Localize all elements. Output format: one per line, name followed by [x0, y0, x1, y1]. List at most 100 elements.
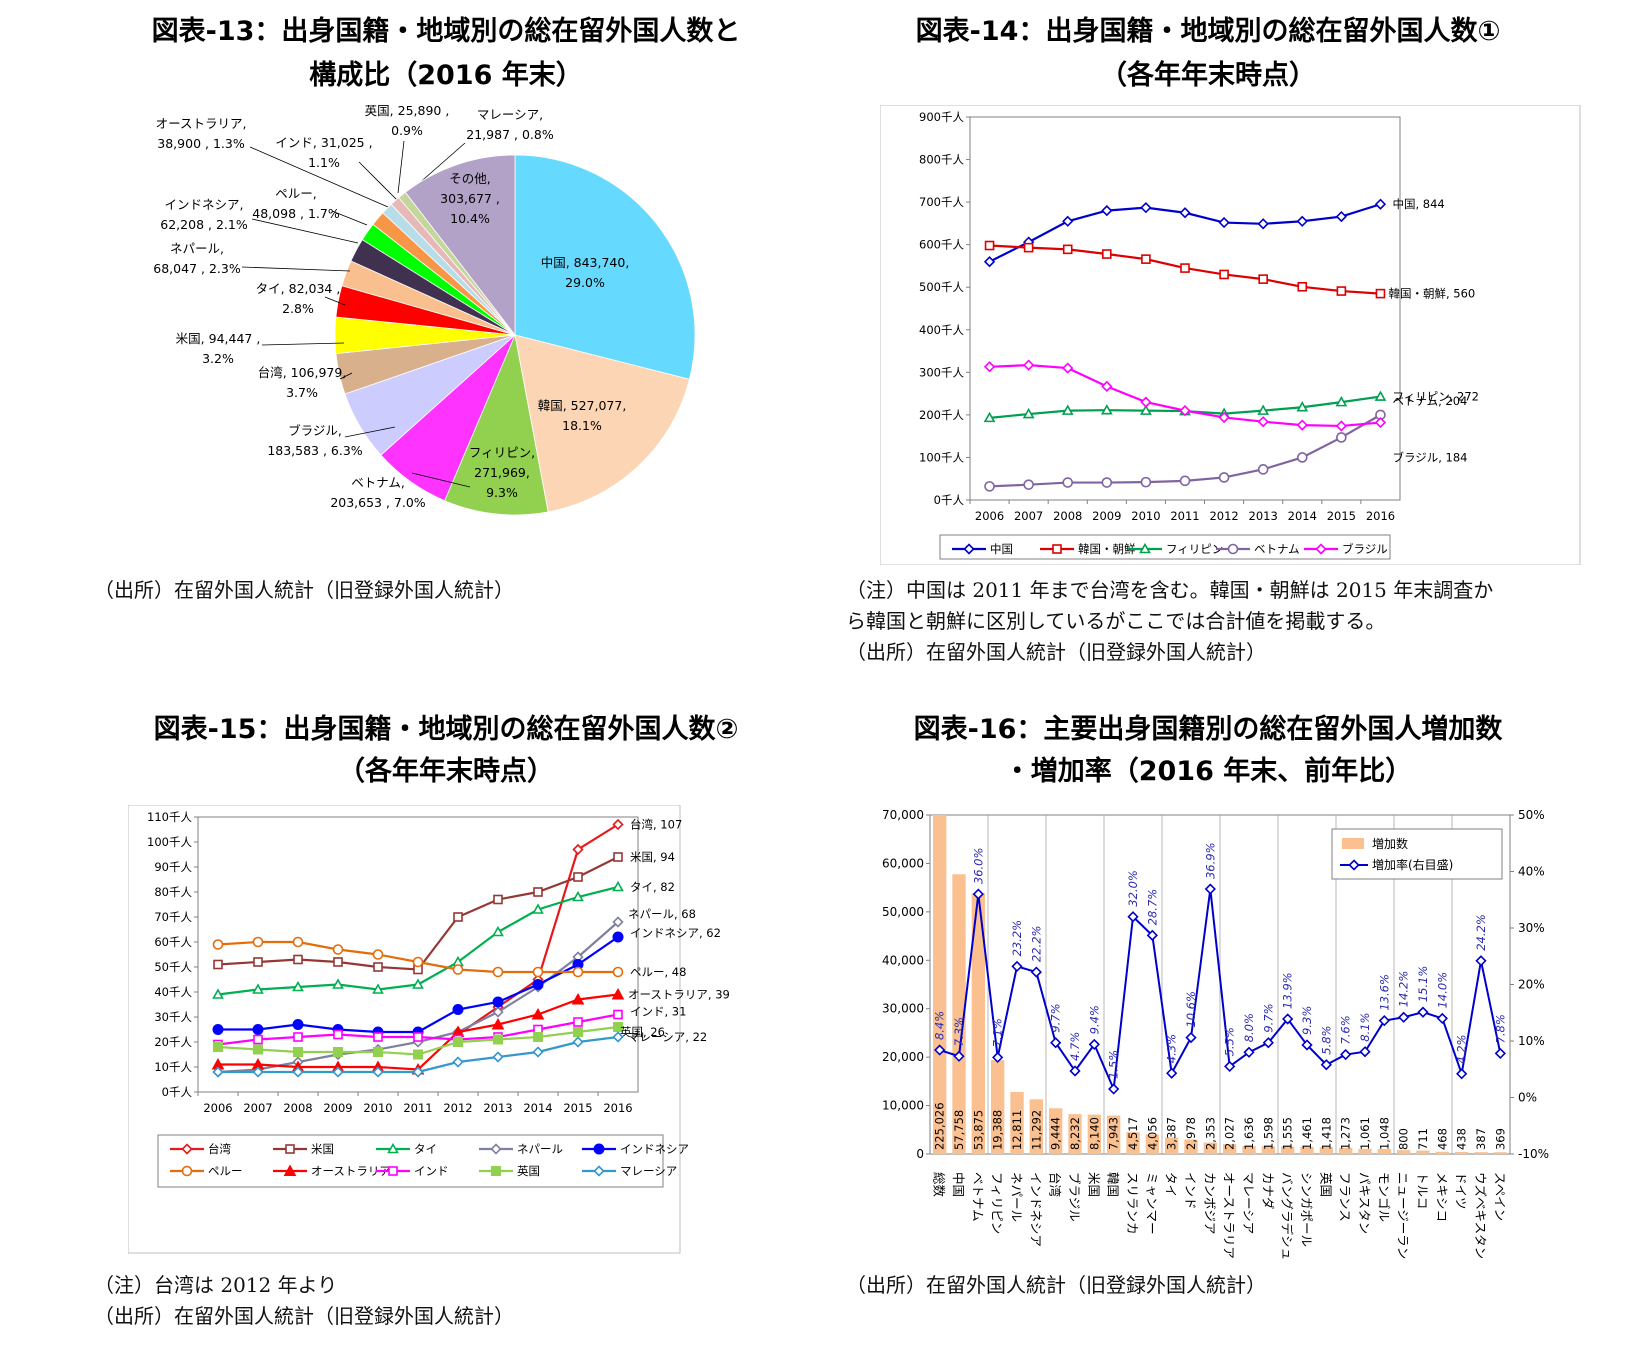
rate-point: [1398, 1011, 1410, 1023]
y-tick-label: 200千人: [919, 408, 964, 422]
bar-value-label: 1,598: [1261, 1117, 1275, 1150]
bar: [1435, 1151, 1449, 1154]
fig15-source-note: （出所）在留外国人統計（旧登録外国人統計）: [94, 1304, 514, 1328]
pie-label: 271,969,: [474, 465, 530, 480]
series-3: タイ, 82: [212, 880, 675, 999]
data-point: [573, 1017, 583, 1027]
bar-value-label: 4,056: [1145, 1117, 1159, 1150]
data-point: [1335, 420, 1347, 432]
fig16-title-line1: 図表-16：主要出身国籍別の総在留外国人増加数: [913, 714, 1503, 745]
rate-point: [1243, 1046, 1255, 1058]
pie-leader-line: [249, 146, 389, 208]
data-point: [1101, 477, 1113, 488]
data-point: [532, 966, 544, 978]
data-point: [373, 1032, 383, 1042]
right-y-tick-label: 50%: [1518, 808, 1545, 822]
y-tick-label: 0千人: [162, 1085, 193, 1099]
pie-label: 68,047 , 2.3%: [153, 261, 241, 276]
legend-label: インドネシア: [620, 1142, 689, 1156]
data-point: [453, 1037, 463, 1047]
legend-marker: [490, 1143, 502, 1155]
pie-slice-3: [444, 333, 549, 516]
x-tick-label: 2015: [563, 1101, 592, 1115]
legend-marker: [181, 1165, 193, 1177]
data-point: [212, 1024, 224, 1035]
rate-value-label: 36.0%: [971, 848, 985, 885]
fig15-line-chart: 0千人 10千人 20千人 30千人 40千人 50千人 60千人 70千人 80千人 90千人 1…: [128, 805, 730, 1254]
data-point: [493, 894, 503, 905]
bar-value-label: 8,232: [1068, 1117, 1082, 1150]
data-point: [1218, 472, 1230, 483]
bar: [1358, 1148, 1372, 1154]
category-label: バングラデシュ: [1280, 1172, 1295, 1260]
rate-value-label: 36.9%: [1203, 842, 1217, 879]
data-point: [1062, 362, 1074, 374]
series-end-label: 台湾, 107: [630, 818, 682, 832]
data-point: [212, 939, 224, 950]
data-point: [1257, 416, 1269, 428]
category-label: インドネシア: [1028, 1172, 1043, 1247]
bar: [952, 874, 966, 1154]
rate-point: [1224, 1060, 1236, 1073]
legend-marker: [1348, 859, 1360, 871]
pie-label: 9.3%: [486, 485, 518, 500]
legend-box: [939, 534, 1391, 560]
data-point: [611, 987, 625, 1000]
bar: [1242, 1146, 1256, 1154]
data-point: [1140, 396, 1152, 408]
rate-value-label: 7.1%: [991, 1018, 1005, 1047]
rate-point: [1146, 929, 1158, 941]
data-point: [452, 1056, 464, 1068]
pie-leader-line: [261, 342, 345, 346]
y-tick-label: 30千人: [154, 1010, 192, 1024]
bar: [1049, 1108, 1063, 1154]
bar-value-label: 387: [1474, 1128, 1488, 1150]
category-label: 米国: [1086, 1172, 1101, 1197]
bar: [1145, 1134, 1159, 1154]
category-label: フィリピン: [990, 1172, 1005, 1234]
legend-label: 増加率(右目盛): [1372, 857, 1453, 872]
bar: [1223, 1144, 1237, 1154]
data-point: [1374, 390, 1387, 401]
series-end-label: インドネシア, 62: [630, 926, 721, 940]
bar: [1184, 1139, 1198, 1154]
bar-value-label: 19,388: [991, 1110, 1005, 1150]
rate-value-label: 9.7%: [1261, 1003, 1275, 1032]
category-label: シンガポール: [1299, 1172, 1314, 1247]
data-point: [531, 1007, 545, 1020]
category-label: ネパール: [1009, 1172, 1024, 1222]
legend-marker: [1315, 543, 1327, 555]
legend-marker: [1052, 544, 1062, 554]
data-point: [613, 852, 623, 862]
y-tick-label: 400千人: [919, 323, 964, 337]
data-point: [1296, 419, 1308, 431]
data-point: [292, 1019, 304, 1030]
pie-label: 英国, 25,890 ,: [365, 105, 450, 118]
bar: [933, 815, 947, 1154]
data-point: [1179, 405, 1191, 417]
data-point: [453, 912, 463, 922]
category-label: スペイン: [1492, 1172, 1507, 1221]
rate-value-label: 9.3%: [1300, 1006, 1314, 1035]
x-tick-label: 2012: [1209, 509, 1238, 523]
rate-value-label: 9.7%: [1049, 1003, 1063, 1032]
rate-point: [1011, 960, 1023, 973]
bar-value-label: 1,048: [1377, 1117, 1391, 1150]
rate-point: [1282, 1013, 1294, 1025]
plot-area: [969, 116, 1401, 501]
data-point: [1375, 288, 1386, 299]
x-tick-label: 2007: [243, 1101, 272, 1115]
plot-area: [197, 816, 639, 1093]
right-y-tick-label: 40%: [1518, 865, 1545, 879]
rate-value-label: 28.7%: [1145, 889, 1159, 926]
rate-value-label: 5.8%: [1319, 1026, 1333, 1055]
fig13-title-line2: 構成比（2016 年末）: [309, 60, 583, 91]
bar-value-label: 800: [1397, 1128, 1411, 1150]
fig14-note-line2: ら韓国と朝鮮に区別しているがここでは合計値を掲載する。: [846, 609, 1386, 633]
category-label: フランス: [1338, 1172, 1353, 1222]
bar: [1397, 1150, 1411, 1154]
bar-value-label: 11,292: [1029, 1110, 1043, 1150]
series-end-label: ペルー, 48: [630, 965, 686, 979]
y-tick-label: 80千人: [154, 885, 192, 899]
pie-label: 米国, 94,447 ,: [176, 331, 261, 346]
